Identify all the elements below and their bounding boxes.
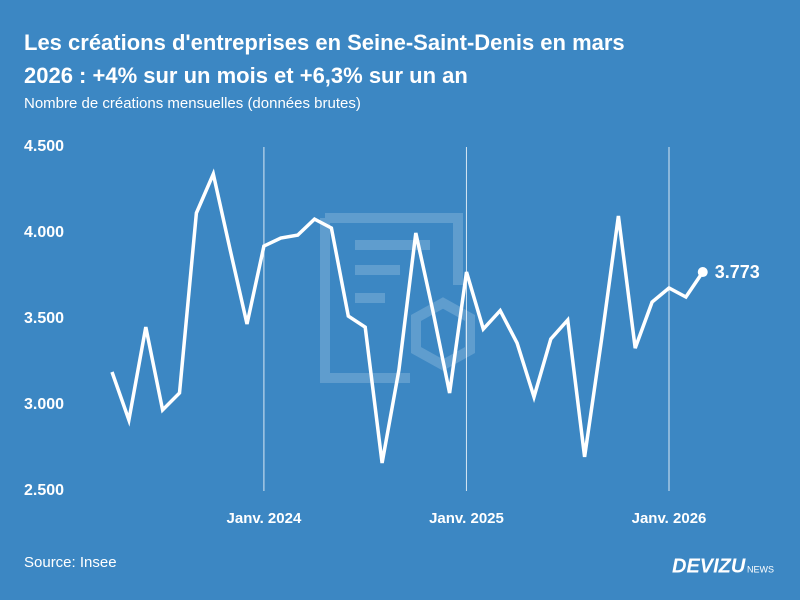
y-tick-label: 2.500 bbox=[24, 482, 64, 499]
x-tick-label: Janv. 2026 bbox=[632, 510, 707, 527]
y-tick-label: 3.500 bbox=[24, 310, 64, 327]
watermark-doc bbox=[320, 213, 463, 383]
y-tick-label: 4.500 bbox=[24, 138, 64, 155]
value-label: 3.773 bbox=[715, 262, 760, 282]
source: Source: Insee bbox=[24, 554, 117, 571]
end-point bbox=[697, 267, 708, 278]
brand: DEVIZU bbox=[672, 555, 746, 577]
x-tick-label: Janv. 2025 bbox=[429, 510, 504, 527]
x-tick-label: Janv. 2024 bbox=[227, 510, 302, 527]
y-tick-label: 3.000 bbox=[24, 396, 64, 413]
chart-title: 2026 : +4% sur un mois et +6,3% sur un a… bbox=[24, 63, 468, 88]
chart-title: Les créations d'entreprises en Seine-Sai… bbox=[24, 30, 625, 55]
line bbox=[110, 168, 705, 464]
y-tick-label: 4.000 bbox=[24, 224, 64, 241]
chart-subtitle: Nombre de créations mensuelles (données … bbox=[24, 95, 361, 112]
brand-suffix: NEWS bbox=[747, 564, 774, 574]
